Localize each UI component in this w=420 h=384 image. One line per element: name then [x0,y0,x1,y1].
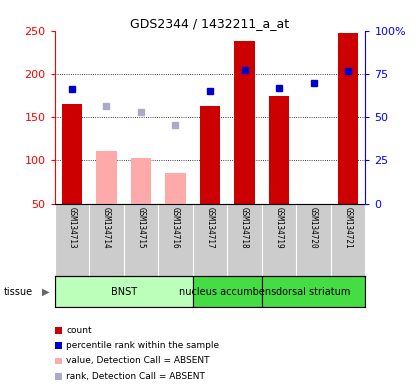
Text: percentile rank within the sample: percentile rank within the sample [66,341,220,350]
Bar [61,104,82,204]
Text: GSM134716: GSM134716 [171,207,180,249]
Bar [96,151,117,204]
Text: ▶: ▶ [42,287,50,297]
Title: GDS2344 / 1432211_a_at: GDS2344 / 1432211_a_at [131,17,289,30]
Text: value, Detection Call = ABSENT: value, Detection Call = ABSENT [66,356,210,366]
Text: GSM134715: GSM134715 [136,207,145,249]
Bar [131,158,151,204]
Bar [269,96,289,204]
Text: GSM134713: GSM134713 [67,207,76,249]
Bar [200,106,221,204]
Text: GSM134717: GSM134717 [205,207,215,249]
Bar [165,173,186,204]
Text: rank, Detection Call = ABSENT: rank, Detection Call = ABSENT [66,372,205,381]
Text: nucleus accumbens: nucleus accumbens [178,287,276,297]
Text: GSM134714: GSM134714 [102,207,111,249]
Bar [262,276,365,307]
Bar [338,33,359,204]
Text: GSM134718: GSM134718 [240,207,249,249]
Text: GSM134719: GSM134719 [275,207,284,249]
Text: tissue: tissue [4,287,33,297]
Text: dorsal striatum: dorsal striatum [276,287,351,297]
Bar [234,41,255,204]
Text: count: count [66,326,92,335]
Text: BNST: BNST [110,287,137,297]
Bar [55,276,193,307]
Text: GSM134721: GSM134721 [344,207,353,249]
Bar [193,276,262,307]
Text: GSM134720: GSM134720 [309,207,318,249]
